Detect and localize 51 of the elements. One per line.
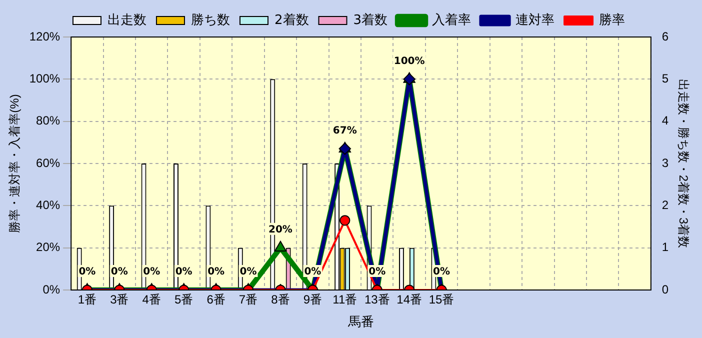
x-tick-label: 5番	[174, 292, 194, 307]
point	[338, 142, 352, 155]
data-label: 0%	[368, 266, 386, 278]
x-tick-label: 6番	[206, 292, 226, 307]
legend-label: 連対率	[516, 12, 555, 28]
data-label: 0%	[304, 266, 322, 278]
y-tick-label: 20%	[36, 240, 60, 254]
data-label: 0%	[78, 266, 96, 278]
y2-tick-label: 6	[662, 29, 669, 44]
data-label: 100%	[394, 56, 425, 67]
x-tick-label: 9番	[303, 292, 322, 307]
x-axis-title: 馬番	[347, 314, 374, 329]
legend-label: 2着数	[274, 12, 309, 28]
x-tick-label: 1番	[78, 292, 97, 307]
y2-tick-label: 5	[662, 71, 669, 86]
x-tick-label: 11番	[332, 292, 358, 307]
y2-tick-label: 1	[662, 240, 669, 254]
data-label: 0%	[208, 266, 225, 278]
y-axis-title: 勝率・連対率・入着率(%)	[8, 94, 22, 233]
data-label: 20%	[268, 224, 292, 236]
y2-tick-label: 2	[662, 198, 669, 212]
x-tick-label: 13番	[364, 292, 390, 307]
x-tick-label: 15番	[428, 292, 454, 307]
data-label: 0%	[110, 266, 128, 278]
y-tick-label: 60%	[36, 156, 60, 170]
y-tick-label: 40%	[36, 198, 60, 212]
x-tick-label: 7番	[238, 292, 258, 307]
data-label: 0%	[175, 266, 192, 278]
y-tick-label: 80%	[36, 114, 60, 128]
data-label: 0%	[240, 266, 257, 278]
point	[274, 240, 287, 252]
data-label: 0%	[433, 266, 450, 278]
legend-label: 勝ち数	[190, 12, 230, 28]
y-tick-label: 120%	[29, 29, 60, 44]
y-tick-label: 100%	[29, 71, 60, 86]
legend-label: 入着率	[432, 12, 472, 28]
legend-label: 勝率	[599, 12, 626, 28]
y2-tick-label: 4	[662, 114, 669, 128]
legend-label: 3着数	[353, 12, 388, 28]
x-tick-label: 14番	[396, 292, 422, 307]
point	[403, 73, 416, 86]
y2-tick-label: 0	[662, 282, 669, 296]
data-label: 67%	[332, 125, 357, 136]
x-tick-label: 8番	[271, 292, 290, 307]
legend-label: 出走数	[107, 12, 146, 28]
y2-tick-label: 3	[662, 156, 669, 170]
data-label: 0%	[143, 266, 160, 278]
x-tick-label: 3番	[110, 292, 129, 307]
y-tick-label: 0%	[42, 282, 60, 296]
x-tick-label: 4番	[142, 292, 161, 307]
y2-axis-title: 出走数・勝ち数・2着数・3着数	[676, 78, 690, 248]
